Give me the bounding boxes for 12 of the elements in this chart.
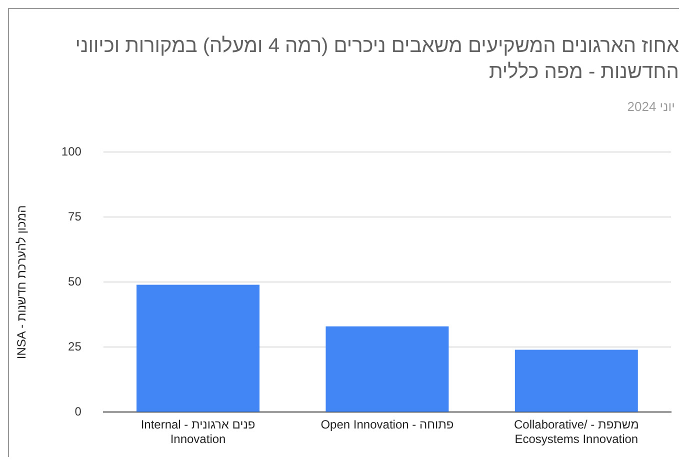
y-tick-label: 100 [61,144,82,159]
x-tick-label: Open Innovation - פתוחה [320,418,454,432]
bar [326,326,449,412]
y-tick-label: 25 [68,340,82,354]
bar [136,284,260,412]
y-tick-label: 50 [68,274,82,289]
bar [514,350,638,412]
y-tick-label: 0 [74,404,82,419]
chart-subtitle: יוני 2024 [627,99,675,114]
y-tick-label: 75 [68,210,82,224]
y-axis-title: INSA - המכון להערכת חדשנות [14,205,29,360]
chart-title: אחוז הארגונים המשקיעים משאבים ניכרים (רמה 4 ומעלה) במקורות וכיווני החדשנות - מפה כללית [74,34,679,85]
